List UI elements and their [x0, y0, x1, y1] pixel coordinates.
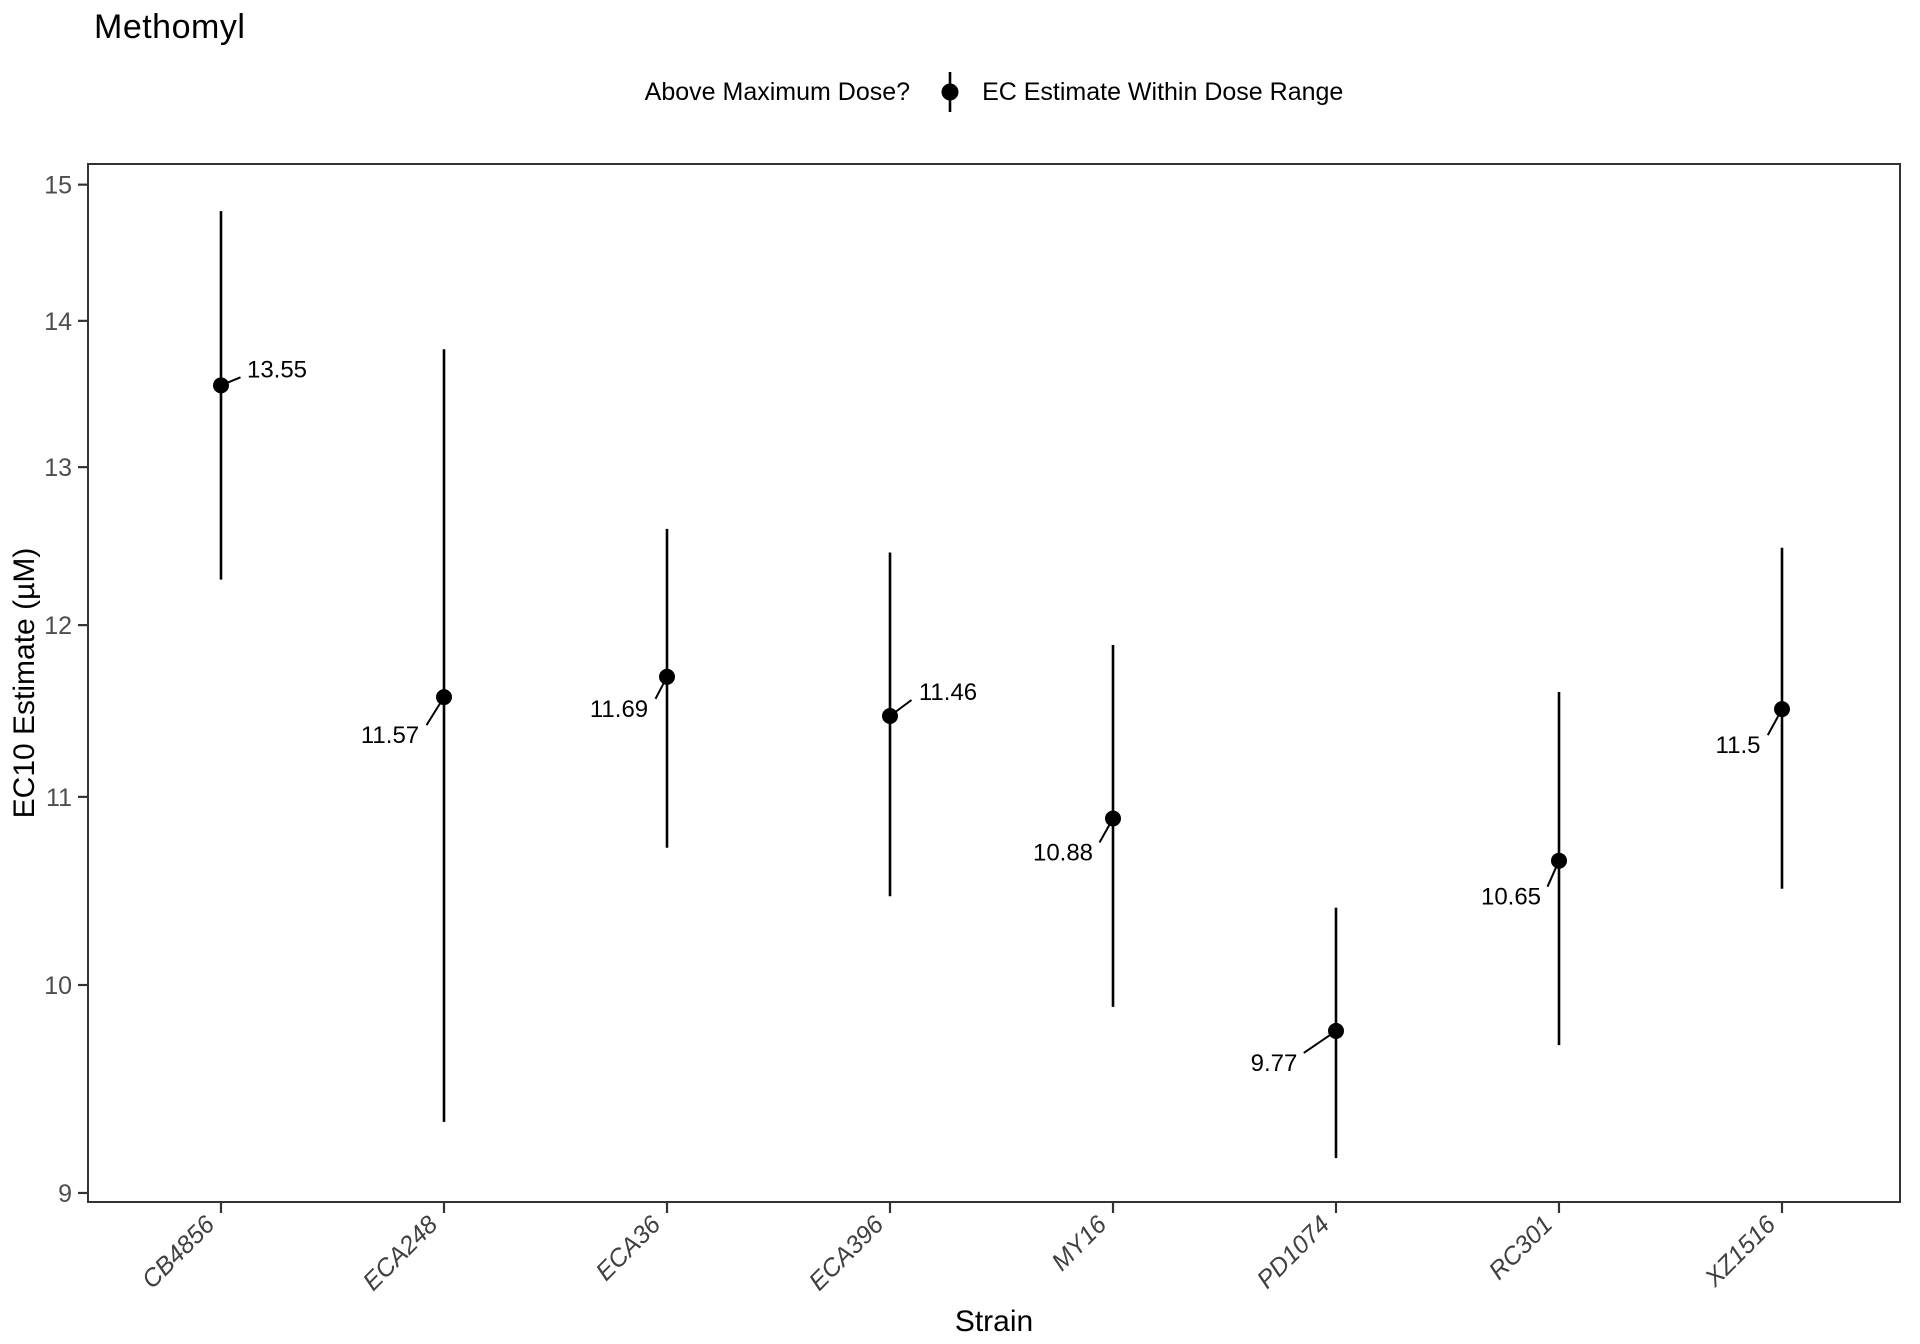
y-tick-label-11: 11: [46, 784, 72, 812]
label-leader-RC301: [1546, 860, 1560, 888]
value-label-ECA248: 11.57: [361, 722, 419, 749]
x-axis-title: Strain: [955, 1305, 1033, 1338]
pointrange-icon: [936, 69, 964, 115]
x-tick-label-ECA248: ECA248: [358, 1210, 444, 1296]
legend: Above Maximum Dose? EC Estimate Within D…: [88, 68, 1900, 116]
legend-title: Above Maximum Dose?: [644, 77, 911, 106]
value-label-RC301: 10.65: [1481, 884, 1541, 911]
value-label-XZ1516: 11.5: [1716, 732, 1761, 759]
y-axis-ticks: 15 14 13 12 11 10 9: [44, 172, 88, 1208]
y-tick-label-14: 14: [44, 308, 72, 336]
x-tick-label-ECA36: ECA36: [590, 1210, 666, 1286]
label-leader-ECA396: [889, 699, 913, 717]
x-axis-ticks: CB4856 ECA248 ECA36 ECA396 MY16 PD1074 RC301 XZ…: [137, 1202, 1784, 1296]
label-leader-ECA36: [654, 676, 668, 700]
y-axis-title: EC10 Estimate (µM): [8, 548, 41, 819]
label-leader-XZ1516: [1766, 708, 1783, 736]
y-tick-label-9: 9: [58, 1180, 72, 1208]
value-label-PD1074: 9.77: [1251, 1050, 1298, 1077]
pointrange-series: 13.55 11.57 11.69 11.46 10.88 9.77 10.65 11.5: [213, 211, 1790, 1159]
value-label-ECA396: 11.46: [919, 679, 977, 706]
label-leader-ECA248: [425, 696, 445, 726]
y-tick-label-12: 12: [44, 612, 72, 640]
x-tick-label-XZ1516: XZ1516: [1699, 1210, 1781, 1292]
y-tick-label-15: 15: [44, 172, 72, 200]
x-tick-label-RC301: RC301: [1483, 1210, 1558, 1285]
x-tick-label-PD1074: PD1074: [1252, 1210, 1336, 1294]
value-label-CB4856: 13.55: [247, 356, 307, 383]
y-tick-label-13: 13: [44, 454, 72, 482]
legend-item-label: EC Estimate Within Dose Range: [982, 77, 1344, 106]
y-tick-label-10: 10: [44, 972, 72, 1000]
label-leader-PD1074: [1303, 1030, 1337, 1054]
label-leader-CB4856: [220, 376, 241, 387]
panel-border: [87, 163, 1901, 1203]
value-label-ECA36: 11.69: [590, 696, 648, 723]
value-label-MY16: 10.88: [1033, 840, 1093, 867]
label-leader-MY16: [1098, 818, 1114, 844]
x-tick-label-CB4856: CB4856: [137, 1210, 221, 1294]
x-tick-label-ECA396: ECA396: [804, 1210, 890, 1296]
x-tick-label-MY16: MY16: [1046, 1210, 1112, 1276]
plot-title: Methomyl: [94, 8, 246, 46]
